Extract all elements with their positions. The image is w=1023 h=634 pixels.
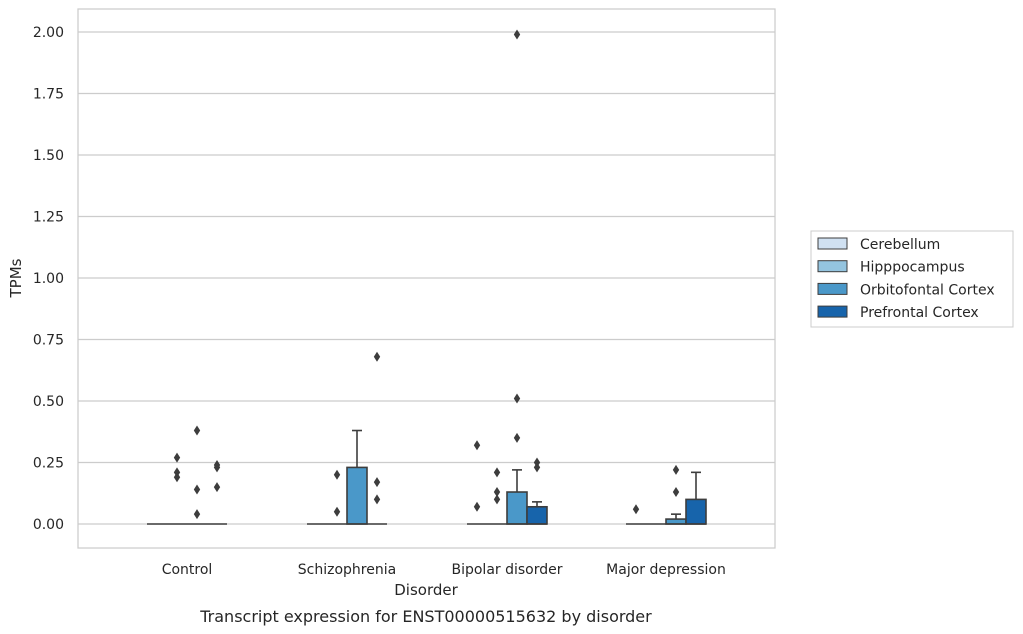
y-tick-label: 2.00 [33, 25, 64, 41]
y-tick-label: 1.00 [33, 271, 64, 287]
grid-lines [78, 31, 775, 525]
x-tick-label: Major depression [606, 562, 726, 578]
outlier-point [193, 425, 201, 436]
box-group [187, 425, 207, 525]
box-group [487, 467, 507, 525]
outlier-point [213, 462, 221, 473]
box-group [467, 440, 487, 525]
outlier-point [533, 462, 541, 473]
outlier-point [473, 501, 481, 512]
legend-entry-label: Orbitofontal Cortex [860, 282, 995, 298]
y-axis-label: TPMs [7, 258, 25, 298]
outlier-point [672, 464, 680, 475]
outlier-point [193, 484, 201, 495]
box-group [665, 464, 687, 525]
outlier-point [213, 482, 221, 493]
outlier-point [193, 509, 201, 520]
x-axis-ticks: Control Schizophrenia Bipolar disorder Majo… [162, 562, 726, 578]
y-tick-label: 1.50 [33, 148, 64, 164]
x-axis-label: Disorder [394, 581, 458, 599]
y-tick-label: 0.75 [33, 333, 64, 349]
legend-swatch [817, 237, 848, 250]
outlier-point [333, 506, 341, 517]
legend-entry-label: Hipppocampus [860, 260, 965, 276]
outlier-point [473, 440, 481, 451]
legend-entry-label: Cerebellum [860, 237, 940, 253]
y-tick-label: 0.00 [33, 517, 64, 533]
box-group [207, 459, 227, 525]
legend-swatch [817, 260, 848, 273]
outlier-point [513, 29, 521, 40]
outlier-point [373, 477, 381, 488]
plot-frame [77, 8, 776, 549]
y-tick-label: 0.50 [33, 394, 64, 410]
box-rect [346, 466, 368, 525]
outlier-point [493, 467, 501, 478]
legend-entry-label: Prefrontal Cortex [860, 305, 979, 321]
y-tick-label: 1.75 [33, 87, 64, 103]
outlier-point [493, 494, 501, 505]
outlier-point [333, 469, 341, 480]
legend-swatch [817, 282, 848, 295]
chart-caption: Transcript expression for ENST0000051563… [199, 607, 652, 626]
outlier-point [513, 432, 521, 443]
outlier-point [373, 494, 381, 505]
legend-swatch [817, 305, 848, 318]
box-group [327, 469, 347, 525]
box-series-layer [147, 29, 707, 525]
outlier-point [373, 351, 381, 362]
y-axis-ticks: 0.00 0.25 0.50 0.75 1.00 1.25 1.50 1.75 2.00 [33, 25, 64, 533]
box-rect [506, 491, 528, 525]
box-group [626, 504, 646, 525]
box-rect [526, 505, 548, 525]
outlier-point [493, 487, 501, 498]
outlier-point [173, 452, 181, 463]
box-group [367, 351, 387, 525]
box-group [685, 471, 707, 525]
outlier-point [173, 472, 181, 483]
box-group [526, 457, 548, 525]
x-tick-label: Schizophrenia [298, 562, 396, 578]
box-group [346, 429, 368, 525]
box-group [167, 452, 187, 525]
outlier-point [632, 504, 640, 515]
x-tick-label: Bipolar disorder [451, 562, 562, 578]
outlier-point [513, 393, 521, 404]
box-rect [685, 498, 707, 525]
legend: Cerebellum Hipppocampus Orbitofontal Corte… [810, 230, 1014, 328]
y-tick-label: 0.25 [33, 456, 64, 472]
y-tick-label: 1.25 [33, 210, 64, 226]
outlier-point [672, 487, 680, 498]
box-group [506, 29, 528, 525]
x-tick-label: Control [162, 562, 213, 578]
